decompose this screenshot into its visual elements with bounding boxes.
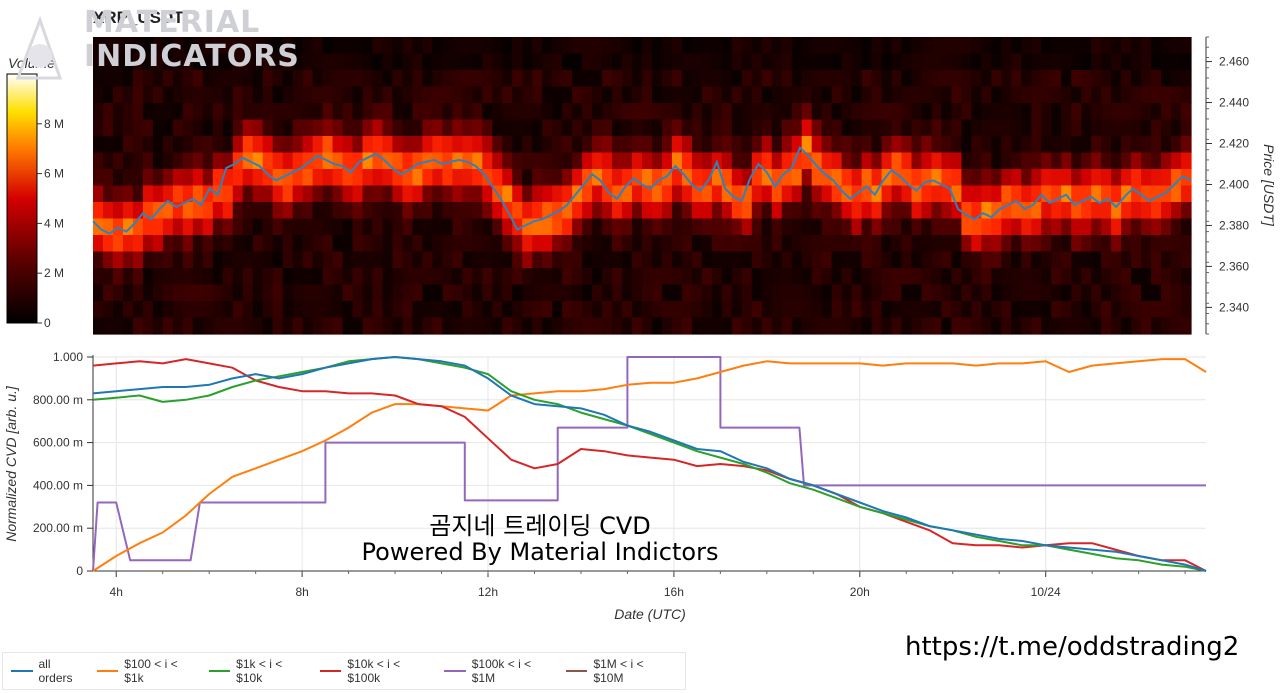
- price-tick-label: 2.360: [1219, 259, 1249, 273]
- watermark-title: 곰지네 트레이딩 CVD: [429, 512, 651, 540]
- legend-swatch: [96, 670, 119, 672]
- legend-item[interactable]: $100k < i < $1M: [444, 657, 556, 685]
- legend-label: $10k < i < $100k: [347, 657, 401, 685]
- colorbar-tick-label: 6 M: [44, 167, 64, 181]
- telegram-link[interactable]: https://t.me/oddstrading2: [905, 632, 1240, 662]
- volume-colorbar: Volume 02 M4 M6 M8 M: [6, 55, 64, 330]
- volume-heatmap: 2.340 2.360 2.380 2.400 2.420 2.440 2.460 Pric…: [92, 36, 1277, 335]
- legend-swatch: [319, 670, 342, 672]
- cvd-y-tick-label: 800.00 m: [33, 393, 83, 407]
- colorbar-tick-label: 0: [44, 316, 51, 330]
- price-tick-label: 2.400: [1219, 177, 1249, 191]
- cvd-x-tick-label: 8h: [295, 585, 308, 599]
- cvd-y-tick-label: 0: [76, 564, 83, 578]
- material-indicators-logo: MATERIAL INDICATORS: [15, 5, 300, 80]
- price-tick-label: 2.460: [1219, 55, 1249, 69]
- watermark-subtitle: Powered By Material Indictors: [361, 538, 719, 566]
- price-axis-label: Price [USDT]: [1261, 144, 1277, 227]
- cvd-series-line: [92, 358, 1207, 572]
- cvd-series-line: [92, 358, 1207, 572]
- cvd-series-line: [92, 356, 1206, 572]
- cvd-x-tick-label: 10/24: [1031, 585, 1061, 599]
- svg-text:INDICATORS: INDICATORS: [84, 39, 300, 74]
- legend-label: all orders: [38, 657, 73, 685]
- colorbar-gradient: [6, 73, 38, 324]
- cvd-y-axis-label: Normalized CVD [arb. u.]: [3, 385, 19, 542]
- price-line: [92, 145, 1192, 235]
- cvd-y-tick-label: 400.00 m: [33, 478, 83, 492]
- legend-item[interactable]: $1k < i < $10k: [208, 657, 310, 685]
- legend-swatch: [208, 670, 231, 672]
- cvd-x-tick-label: 4h: [110, 585, 123, 599]
- legend-label: $100k < i < $1M: [471, 657, 532, 685]
- colorbar-tick-label: 2 M: [44, 266, 64, 280]
- cvd-x-axis-label: Date (UTC): [614, 606, 686, 622]
- legend: all orders $100 < i < $1k $1k < i < $10k $1…: [2, 652, 686, 690]
- price-tick-label: 2.420: [1219, 137, 1249, 151]
- price-tick-label: 2.340: [1219, 300, 1249, 314]
- cvd-x-tick-label: 20h: [850, 585, 870, 599]
- cvd-x-tick-label: 12h: [478, 585, 498, 599]
- colorbar-tick-label: 4 M: [44, 216, 64, 230]
- legend-item[interactable]: $1M < i < $10M: [565, 657, 675, 685]
- price-tick-label: 2.440: [1219, 96, 1249, 110]
- cvd-y-tick-label: 1.000: [53, 350, 83, 364]
- legend-item[interactable]: all orders: [11, 657, 87, 685]
- legend-swatch: [565, 670, 588, 672]
- svg-text:MATERIAL: MATERIAL: [84, 5, 260, 40]
- legend-label: $100 < i < $1k: [124, 657, 178, 685]
- legend-label: $1M < i < $10M: [593, 657, 644, 685]
- cvd-y-tick-label: 200.00 m: [33, 521, 83, 535]
- legend-label: $1k < i < $10k: [236, 657, 283, 685]
- legend-item[interactable]: $100 < i < $1k: [96, 657, 199, 685]
- price-tick-label: 2.380: [1219, 218, 1249, 232]
- cvd-x-tick-label: 16h: [664, 585, 684, 599]
- legend-swatch: [11, 670, 33, 672]
- legend-swatch: [444, 670, 466, 672]
- cvd-series-line: [92, 356, 1207, 572]
- chart-title: XRP_USDT: [93, 8, 184, 27]
- colorbar-tick-label: 8 M: [44, 117, 64, 131]
- cvd-y-tick-label: 600.00 m: [33, 436, 83, 450]
- legend-item[interactable]: $10k < i < $100k: [319, 657, 434, 685]
- cvd-chart: MATERIAL INDICATORS 0 200.00 m 400.00 m 600…: [3, 5, 1207, 622]
- cvd-series-line: [92, 356, 1207, 572]
